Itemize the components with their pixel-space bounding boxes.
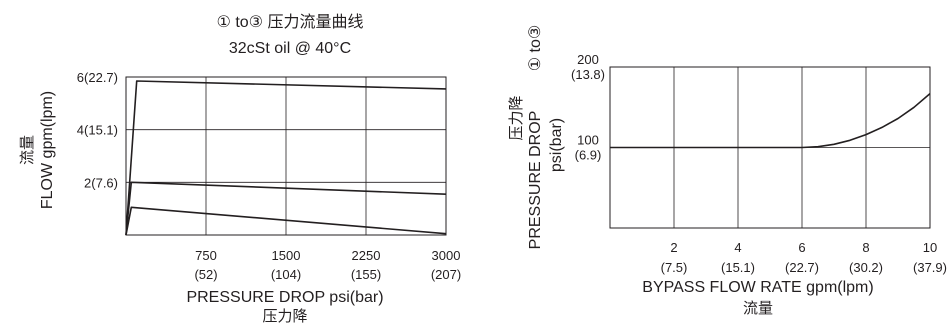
chart1-xtick-label: 750	[195, 248, 217, 263]
chart2-xtick-label: 6	[798, 240, 805, 255]
chart2-xtick-sublabel: (22.7)	[785, 260, 819, 275]
flow-vs-pressure-chart: ① to③ 压力流量曲线 32cSt oil @ 40°C 750 (52) 150…	[19, 13, 461, 325]
chart2-xtick-sublabel: (15.1)	[721, 260, 755, 275]
chart2-xtick-label: 4	[734, 240, 741, 255]
chart1-xlabel: PRESSURE DROP psi(bar)	[186, 289, 383, 306]
chart2-ytick-label: 100	[577, 133, 599, 148]
chart1-xlabel-cn: 压力降	[262, 308, 307, 325]
chart2-series-line	[610, 92, 931, 149]
chart2-ylabel-cn: 压力降	[508, 95, 525, 140]
chart1-title: ① to③ 压力流量曲线	[217, 13, 364, 31]
chart1-subtitle: 32cSt oil @ 40°C	[229, 40, 351, 57]
chart2-ylabel: PRESSURE DROP	[527, 111, 544, 250]
chart1-series	[125, 80, 447, 236]
chart2-ylabel-units: psi(bar)	[548, 118, 565, 172]
chart1-xtick-label: 3000	[432, 248, 461, 263]
chart1-xtick-label: 2250	[352, 248, 381, 263]
chart2-xlabel-cn: 流量	[743, 300, 773, 317]
chart2-xtick-sublabel: (30.2)	[849, 260, 883, 275]
chart1-ylabel-cn: 流量	[19, 135, 36, 165]
chart1-xtick-sublabel: (155)	[351, 267, 381, 282]
chart2-xtick-sublabel: (7.5)	[661, 260, 688, 275]
chart2-side-label: ① to③	[527, 25, 544, 71]
chart1-xtick-label: 1500	[272, 248, 301, 263]
chart2-ytick-label: 200	[577, 52, 599, 67]
chart1-ytick-label: 4(15.1)	[77, 123, 118, 138]
chart1-series-line	[125, 206, 447, 236]
chart2-xtick-sublabel: (37.9)	[913, 260, 947, 275]
chart1-xtick-sublabel: (104)	[271, 267, 301, 282]
pressure-drop-vs-flow-chart: 2 (7.5) 4 (15.1) 6 (22.7) 8 (30.2) 10 (37.9) 100(6…	[508, 25, 947, 317]
chart1-series-line	[125, 181, 447, 236]
chart1-series-line	[125, 80, 447, 236]
chart2-ticks: 2 (7.5) 4 (15.1) 6 (22.7) 8 (30.2) 10 (37.9) 100(6…	[571, 52, 947, 275]
chart2-ytick-sublabel: (13.8)	[571, 67, 605, 82]
chart2-xtick-label: 2	[670, 240, 677, 255]
chart1-grid	[125, 76, 447, 236]
chart2-series	[610, 92, 931, 149]
chart2-xtick-label: 8	[862, 240, 869, 255]
chart2-xlabel: BYPASS FLOW RATE gpm(lpm)	[642, 279, 873, 296]
chart1-xtick-sublabel: (207)	[431, 267, 461, 282]
chart1-xtick-sublabel: (52)	[194, 267, 217, 282]
chart1-ylabel: FLOW gpm(lpm)	[39, 91, 56, 209]
chart2-xtick-label: 10	[923, 240, 937, 255]
chart1-ytick-label: 6(22.7)	[77, 70, 118, 85]
chart2-ytick-sublabel: (6.9)	[575, 148, 602, 163]
chart1-ytick-label: 2(7.6)	[84, 175, 118, 190]
chart1-ticks: 750 (52) 1500 (104) 2250 (155) 3000 (207) 2(7.6)…	[77, 70, 461, 282]
